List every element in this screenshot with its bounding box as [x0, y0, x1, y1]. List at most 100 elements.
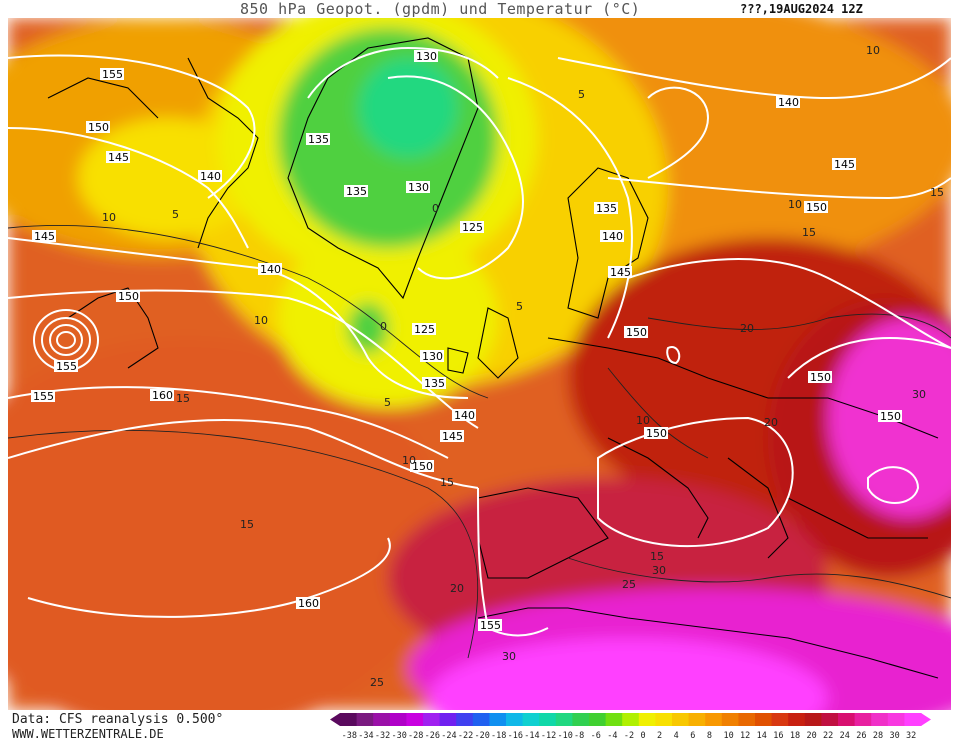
gp-label: 145 [440, 430, 464, 443]
gp-label: 130 [406, 181, 430, 194]
scale-swatch [838, 713, 856, 726]
svg-text:125: 125 [414, 323, 435, 336]
scale-tick-label: 32 [906, 731, 916, 740]
gp-label: 155 [478, 619, 502, 632]
gp-label: 155 [100, 68, 124, 81]
svg-text:140: 140 [260, 263, 281, 276]
svg-text:150: 150 [412, 460, 433, 473]
scale-tick-label: -34 [358, 731, 373, 740]
valid-time: ???,19AUG2024 12Z [740, 2, 863, 16]
svg-text:140: 140 [454, 409, 475, 422]
svg-text:135: 135 [596, 202, 617, 215]
scale-swatch [572, 713, 590, 726]
scale-swatch [522, 713, 540, 726]
gp-label: 145 [32, 230, 56, 243]
gp-label: 125 [412, 323, 436, 336]
svg-text:150: 150 [810, 371, 831, 384]
svg-text:135: 135 [346, 185, 367, 198]
scale-tick-label: -22 [458, 731, 473, 740]
scale-swatch [356, 713, 374, 726]
gp-label: 150 [878, 410, 902, 423]
svg-text:140: 140 [778, 96, 799, 109]
temp-label: 0 [432, 202, 439, 215]
temp-label: 10 [402, 454, 416, 467]
gp-label: 150 [410, 460, 434, 473]
scale-swatch [755, 713, 773, 726]
scale-swatch [688, 713, 706, 726]
temp-label: 10 [788, 198, 802, 211]
weather-map: 155 150 145 140 135 130 130 135 125 145 … [8, 18, 951, 710]
scale-swatch [738, 713, 756, 726]
scale-swatch [904, 713, 922, 726]
gp-label: 155 [31, 390, 55, 403]
temp-label: 10 [254, 314, 268, 327]
svg-text:155: 155 [33, 390, 54, 403]
scale-swatch [655, 713, 673, 726]
gp-label: 150 [624, 326, 648, 339]
scale-swatch [389, 713, 407, 726]
svg-text:155: 155 [480, 619, 501, 632]
scale-swatch [506, 713, 524, 726]
scale-tick-label: -18 [491, 731, 506, 740]
gp-label: 140 [258, 263, 282, 276]
svg-text:145: 145 [442, 430, 463, 443]
svg-text:130: 130 [408, 181, 429, 194]
scale-tick-label: -24 [441, 731, 456, 740]
scale-tick-label: 26 [856, 731, 866, 740]
svg-text:140: 140 [602, 230, 623, 243]
scale-tick-label: -38 [342, 731, 357, 740]
scale-tick-label: -30 [391, 731, 406, 740]
gp-label: 150 [644, 427, 668, 440]
gp-label: 130 [414, 50, 438, 63]
gp-label: 155 [54, 360, 78, 373]
scale-swatch [871, 713, 889, 726]
scale-tick-label: -28 [408, 731, 423, 740]
gp-label: 140 [452, 409, 476, 422]
chart-title: 850 hPa Geopot. (gpdm) und Temperatur (°… [240, 0, 641, 18]
scale-tick-label: -12 [541, 731, 556, 740]
scale-tick-label: -16 [508, 731, 523, 740]
scale-tick-label: 2 [657, 731, 662, 740]
data-source: Data: CFS reanalysis 0.500° [12, 712, 224, 727]
gp-label: 140 [198, 170, 222, 183]
svg-text:135: 135 [424, 377, 445, 390]
scale-swatch [439, 713, 457, 726]
svg-text:160: 160 [152, 389, 173, 402]
temp-label: 5 [578, 88, 585, 101]
temp-label: 20 [764, 416, 778, 429]
gp-label: 160 [296, 597, 320, 610]
scale-swatch [489, 713, 507, 726]
temp-label: 15 [930, 186, 944, 199]
temp-label: 10 [102, 211, 116, 224]
scale-tick-label: -10 [557, 731, 572, 740]
gp-label: 135 [422, 377, 446, 390]
scale-swatch [854, 713, 872, 726]
svg-text:140: 140 [200, 170, 221, 183]
temp-label: 10 [636, 414, 650, 427]
scale-tick-label: 6 [690, 731, 695, 740]
svg-text:145: 145 [834, 158, 855, 171]
gp-label: 145 [832, 158, 856, 171]
scale-tick-label: 0 [640, 731, 645, 740]
geopotential-labels: 155 150 145 140 135 130 130 135 125 145 … [31, 50, 902, 632]
temp-label: 15 [240, 518, 254, 531]
scale-tick-label: 8 [707, 731, 712, 740]
scale-tick-label: -26 [425, 731, 440, 740]
temp-label: 5 [384, 396, 391, 409]
website-credit: WWW.WETTERZENTRALE.DE [12, 727, 164, 741]
scale-swatch [672, 713, 690, 726]
isotherms [8, 225, 951, 659]
temp-label: 20 [450, 582, 464, 595]
gp-label: 140 [600, 230, 624, 243]
temp-label: 15 [176, 392, 190, 405]
svg-text:155: 155 [102, 68, 123, 81]
temp-label: 30 [912, 388, 926, 401]
scale-swatch [804, 713, 822, 726]
scale-arrow-right [921, 713, 931, 726]
scale-swatch [605, 713, 623, 726]
scale-swatch [771, 713, 789, 726]
scale-tick-label: -4 [607, 731, 617, 740]
svg-text:145: 145 [108, 151, 129, 164]
gp-label: 150 [86, 121, 110, 134]
temp-label: 25 [370, 676, 384, 689]
